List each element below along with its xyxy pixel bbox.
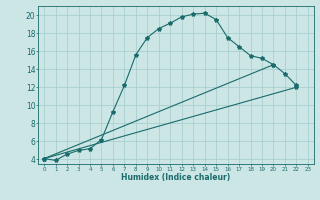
X-axis label: Humidex (Indice chaleur): Humidex (Indice chaleur) — [121, 173, 231, 182]
